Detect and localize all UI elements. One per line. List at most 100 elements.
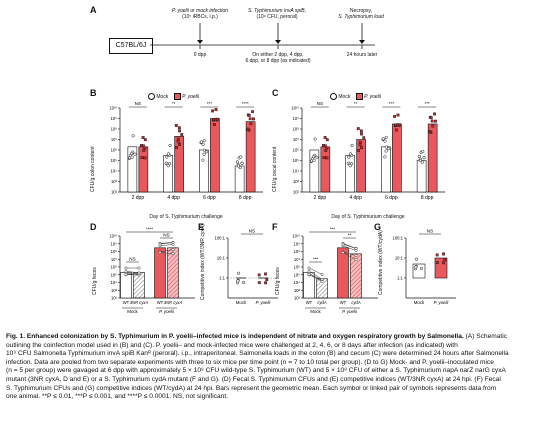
panel-label-f: F — [272, 222, 278, 232]
caption-line5: (n = 5 per group) were gavaged at 6 dpp … — [6, 367, 506, 375]
point-py-c — [434, 119, 437, 123]
point-mock-c — [383, 155, 387, 159]
t-mid-line2: 6 dpp, or 8 dpp (as indicated) — [245, 58, 311, 64]
pair-point-d — [158, 251, 162, 255]
bar-mock-c — [309, 149, 320, 193]
point-py-b — [248, 117, 252, 121]
point-py-c — [433, 112, 436, 116]
ylabel-f: CFU/g feces — [275, 267, 281, 295]
ylabel-e: Competitive index (WT/3NR cyxA) — [200, 224, 206, 300]
point-py-c — [325, 156, 329, 160]
point-mock-b — [238, 166, 242, 170]
sig-label-py-f: ** — [348, 233, 352, 238]
y-tick-label-g: 1:1 — [397, 276, 403, 281]
x-tick-label-f: cydA — [317, 300, 327, 305]
x-tick-label-g: Mock — [414, 300, 425, 305]
sig-label-c: *** — [424, 101, 430, 106]
arrowhead-necropsy — [359, 40, 365, 44]
point-py-c — [430, 119, 434, 123]
arrowhead-infection — [197, 40, 203, 44]
pair-line-f — [308, 273, 323, 281]
sig-label-e: NS — [249, 229, 255, 234]
point-mock-b — [240, 161, 244, 165]
y-tick-label-d: 10⁶ — [111, 265, 118, 270]
point-mock-b — [239, 155, 243, 159]
legend-py-label-c: P. yoelii — [364, 93, 381, 100]
point-py-c — [325, 146, 329, 150]
pair-line-f — [308, 270, 323, 280]
point-py-g — [442, 261, 445, 265]
pair-point-d — [158, 242, 162, 246]
xlabel-b: Day of S. Typhimurium challenge — [149, 214, 223, 220]
caption-line7: S. Typhimurium CFUs and (G) competitive … — [6, 384, 497, 392]
pair-line-d — [125, 270, 140, 274]
point-mock-b — [199, 140, 203, 144]
point-py-c — [325, 138, 329, 142]
arrowhead-challenge — [275, 40, 281, 44]
point-mock-c — [348, 152, 353, 156]
point-mock-c — [421, 149, 425, 154]
point-mock-b — [166, 164, 170, 168]
point-mock-c — [384, 149, 388, 153]
x-tick-label-d: 3NR cyxA — [164, 300, 183, 305]
point-py-b — [143, 138, 147, 142]
point-py-c — [360, 146, 363, 150]
t0-label: 0 dpp — [193, 52, 207, 58]
sig-label-b: NS — [135, 101, 141, 106]
point-py-c — [394, 128, 398, 132]
group-label-mock-d: Mock — [127, 309, 138, 314]
pair-line-d — [125, 273, 140, 275]
pair-point-f — [307, 269, 311, 273]
point-py-b — [143, 156, 147, 160]
bar-py-b — [210, 118, 220, 193]
point-mock-b — [128, 154, 132, 158]
y-tick-label-c: 10⁵ — [293, 158, 300, 163]
point-py-b — [252, 117, 255, 121]
point-py-e — [265, 278, 269, 282]
pair-line-f — [342, 243, 357, 249]
point-py-b — [211, 109, 215, 113]
sig-label-b: **** — [242, 101, 249, 106]
x-tick-label-f: WT — [340, 300, 347, 305]
bar-d — [167, 247, 179, 299]
bar-f — [337, 247, 349, 299]
y-tick-label-b: 10⁵ — [111, 158, 118, 163]
ylabel-b: CFU/g colon content — [90, 146, 96, 192]
point-py-c — [431, 124, 435, 128]
panel-label-d: D — [90, 222, 97, 232]
sig-label-c: ** — [354, 101, 358, 106]
point-py-b — [140, 156, 144, 159]
point-py-g — [435, 261, 439, 265]
chart-e: 100:1 10:1 1:1 Mock P. yoelii NS — [215, 229, 278, 305]
step1-text: P. yoelii or mock infection (10⁷ iRBCs, … — [155, 8, 245, 20]
ylabel-c: CFU/g cecal content — [272, 146, 278, 192]
y-tick-label-c: 10² — [293, 190, 300, 195]
point-mock-g — [414, 265, 418, 269]
point-py-b — [174, 124, 178, 127]
pair-line-f — [342, 252, 357, 260]
y-tick-label-g: 10:1 — [395, 256, 404, 261]
x-tick-label-c: 6 dpp — [385, 195, 398, 201]
caption-line8: one animal. **P ≤ 0.01, ***P ≤ 0.001, an… — [6, 393, 229, 401]
bar-mock-c — [381, 146, 391, 193]
bar-py-c — [392, 123, 402, 193]
y-tick-label-b: 10⁶ — [111, 148, 118, 153]
y-tick-label-b: 10² — [111, 190, 118, 195]
point-mock-c — [422, 156, 426, 160]
pair-point-f — [341, 242, 345, 246]
point-mock-c — [383, 139, 387, 143]
point-mock-b — [204, 150, 209, 154]
point-mock-b — [202, 148, 206, 152]
panel-label-g: G — [374, 222, 382, 232]
point-mock-g — [415, 257, 419, 261]
bar-py-c — [320, 146, 331, 193]
y-tick-label-e: 100:1 — [215, 236, 226, 241]
y-tick-label-b: 10⁸ — [111, 127, 118, 132]
pair-line-d — [159, 242, 174, 244]
point-mock-b — [131, 134, 135, 138]
y-tick-label-c: 10⁷ — [293, 137, 300, 142]
point-mock-c — [381, 137, 385, 141]
caption-line1-rest: (A) Schematic — [463, 333, 507, 340]
pair-line-d — [159, 244, 174, 247]
